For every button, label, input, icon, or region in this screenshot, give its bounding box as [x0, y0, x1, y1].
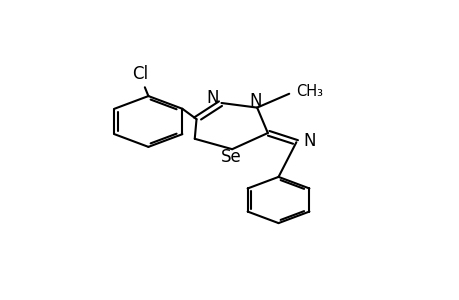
Text: CH₃: CH₃ — [296, 84, 323, 99]
Text: N: N — [249, 92, 261, 110]
Text: N: N — [303, 132, 315, 150]
Text: N: N — [206, 89, 218, 107]
Text: Se: Se — [221, 148, 241, 166]
Text: Cl: Cl — [132, 65, 148, 83]
